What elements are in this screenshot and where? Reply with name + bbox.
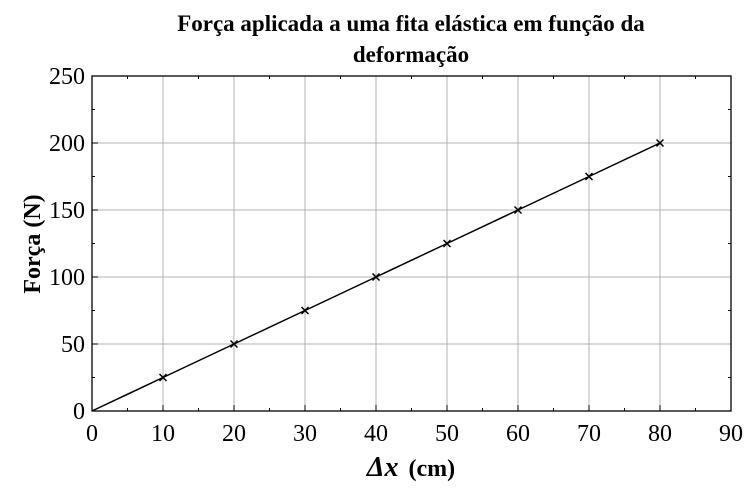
ticks: 0 10 20 30 40 50 60 70 80 90 0 50 100 150 200 250 xyxy=(49,64,743,447)
chart-title-line1: Força aplicada a uma fita elástica em fu… xyxy=(177,11,645,36)
data-point-marker xyxy=(371,272,381,282)
chart-title-line2: deformação xyxy=(353,42,469,67)
y-tick-label: 100 xyxy=(49,265,85,291)
y-axis-label: Força (N) xyxy=(20,194,46,293)
data-point-marker xyxy=(229,339,239,349)
y-tick-label: 0 xyxy=(73,399,85,425)
series xyxy=(91,138,665,412)
data-point-marker xyxy=(442,239,452,248)
grid xyxy=(92,76,731,411)
x-axis-symbol: Δx xyxy=(366,452,399,483)
x-tick-label: 70 xyxy=(577,421,601,447)
x-axis-unit: (cm) xyxy=(408,456,455,482)
x-tick-label: 80 xyxy=(648,421,672,447)
y-tick-label: 150 xyxy=(49,198,85,224)
x-tick-label: 40 xyxy=(364,421,388,447)
y-tick-label: 250 xyxy=(49,64,85,90)
x-tick-label: 90 xyxy=(719,421,743,447)
data-point-marker xyxy=(655,138,665,148)
x-tick-label: 50 xyxy=(435,421,459,447)
y-tick-label: 50 xyxy=(61,332,85,358)
data-point-marker xyxy=(513,205,523,215)
x-tick-label: 10 xyxy=(151,421,175,447)
x-tick-label: 60 xyxy=(506,421,530,447)
plot-frame xyxy=(91,75,732,412)
data-point-marker xyxy=(584,172,594,181)
data-point-marker xyxy=(158,373,168,382)
data-point-marker xyxy=(300,306,310,315)
x-tick-label: 20 xyxy=(222,421,246,447)
y-tick-label: 200 xyxy=(49,131,85,157)
x-tick-label: 0 xyxy=(86,421,98,447)
x-tick-label: 30 xyxy=(293,421,317,447)
x-axis-label: Δx (cm) xyxy=(366,452,455,483)
